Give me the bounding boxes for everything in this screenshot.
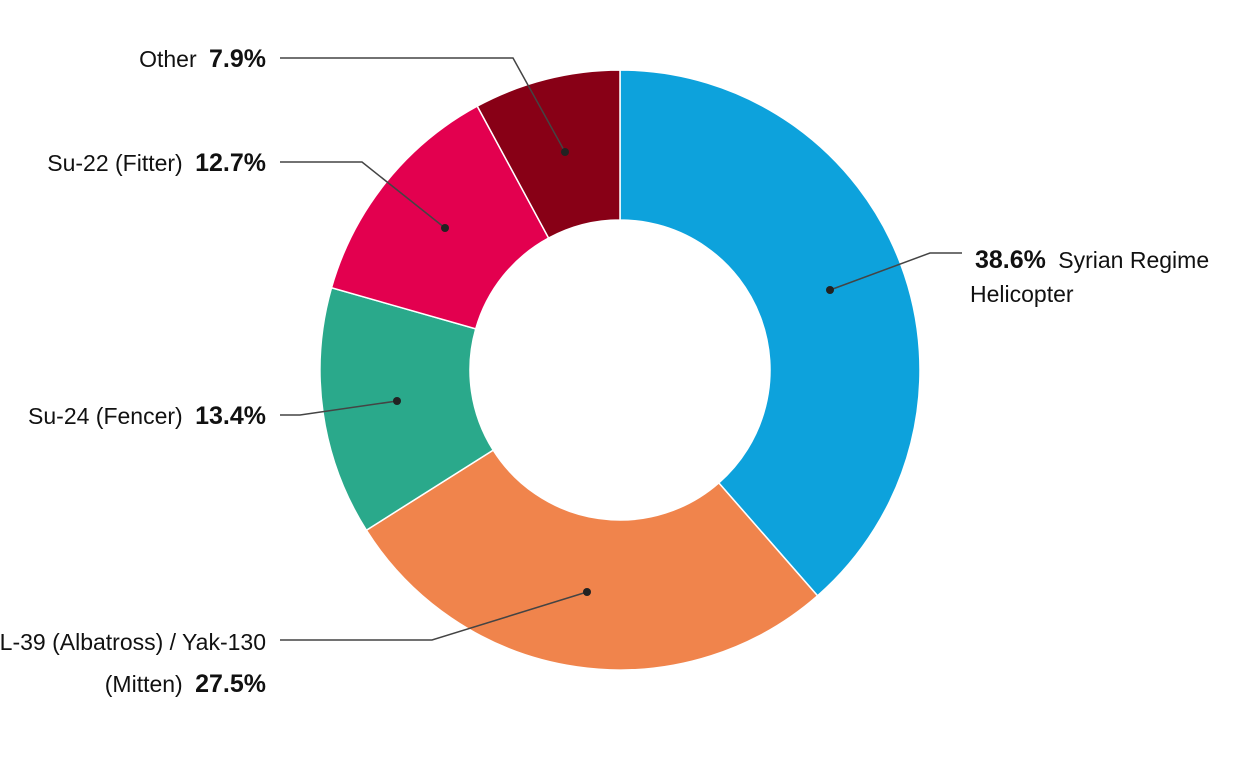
label-su22: Su-22 (Fitter) 12.7% bbox=[47, 149, 266, 177]
slice-syrian-regime-helicopter bbox=[619, 69, 921, 597]
label-l39-name2: (Mitten) bbox=[105, 671, 183, 697]
label-helicopter-line1: 38.6% Syrian Regime bbox=[975, 246, 1209, 274]
leader-line-helicopter bbox=[829, 252, 962, 291]
label-helicopter-line2: Helicopter bbox=[970, 281, 1074, 307]
slice-su-22-fitter bbox=[330, 105, 550, 330]
label-l39-line2: (Mitten) 27.5% bbox=[105, 670, 266, 698]
label-su24-name: Su-24 (Fencer) bbox=[28, 403, 183, 429]
leader-line-su24 bbox=[280, 400, 398, 416]
label-other-pct: 7.9% bbox=[209, 45, 266, 73]
label-l39-line1: L-39 (Albatross) / Yak-130 bbox=[0, 629, 266, 655]
leader-dot-helicopter bbox=[826, 286, 834, 294]
label-other-name: Other bbox=[139, 46, 197, 72]
label-su24: Su-24 (Fencer) 13.4% bbox=[28, 402, 266, 430]
leader-line-l39 bbox=[280, 591, 588, 641]
label-su22-name: Su-22 (Fitter) bbox=[47, 150, 182, 176]
leader-dot-l39 bbox=[583, 588, 591, 596]
slice-l-39-albatross-yak-130-mitten bbox=[365, 449, 819, 671]
slices-group bbox=[319, 69, 921, 671]
label-su24-pct: 13.4% bbox=[195, 402, 266, 430]
leader-dot-su24 bbox=[393, 397, 401, 405]
slice-su-24-fencer bbox=[319, 286, 495, 532]
label-l39-pct: 27.5% bbox=[195, 670, 266, 698]
leader-dot-other bbox=[561, 148, 569, 156]
label-other: Other 7.9% bbox=[139, 45, 266, 73]
leader-line-other bbox=[280, 57, 566, 153]
label-su22-pct: 12.7% bbox=[195, 149, 266, 177]
label-helicopter-name1: Syrian Regime bbox=[1058, 247, 1209, 273]
slice-other bbox=[476, 69, 621, 240]
leader-line-su22 bbox=[280, 161, 446, 229]
label-helicopter-pct: 38.6% bbox=[975, 246, 1046, 274]
leader-dot-su22 bbox=[441, 224, 449, 232]
